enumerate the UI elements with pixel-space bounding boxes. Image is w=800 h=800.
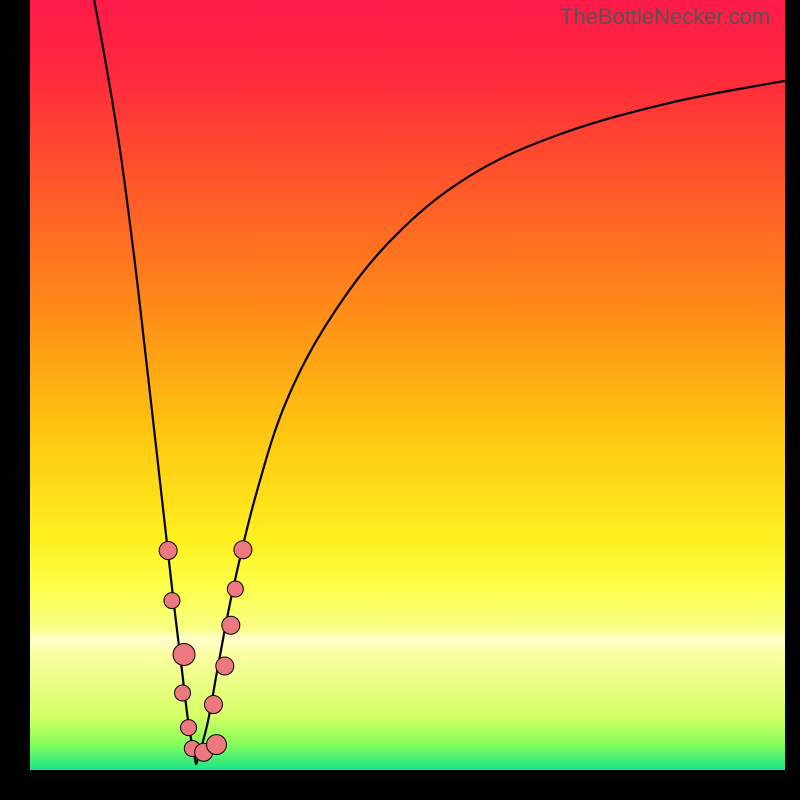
bead-point [173,644,195,666]
bead-point [159,542,177,560]
bead-point [204,696,222,714]
bead-point [222,616,240,634]
bead-point [175,685,191,701]
bead-point [216,657,234,675]
watermark-text: TheBottleNecker.com [560,4,770,30]
bead-point [164,593,180,609]
bead-point [234,541,252,559]
plot-area [30,0,785,770]
bead-point [206,735,226,755]
bead-point [181,720,197,736]
bead-point [227,581,243,597]
curve-right-branch [196,81,785,765]
chart-svg [30,0,785,770]
